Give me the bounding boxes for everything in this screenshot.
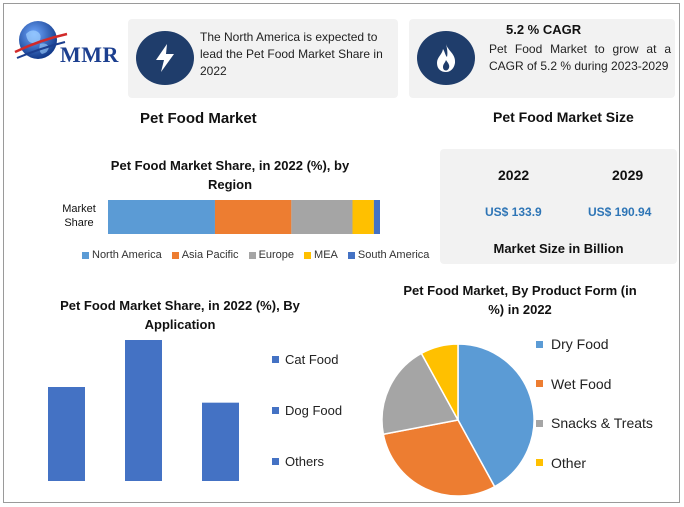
pie-slice-other bbox=[420, 343, 459, 421]
application-bar-cat-food bbox=[48, 387, 85, 481]
legend-swatch bbox=[272, 458, 279, 465]
size-value-2022: US$ 133.9 bbox=[485, 205, 542, 219]
application-legend-item-cat-food: Cat Food bbox=[272, 352, 338, 367]
legend-label: MEA bbox=[314, 249, 338, 261]
size-caption: Market Size in Billion bbox=[493, 241, 624, 256]
legend-label: Dog Food bbox=[285, 403, 343, 418]
region-legend-item-asia-pacific: Asia Pacific bbox=[171, 249, 239, 261]
legend-swatch bbox=[347, 251, 355, 259]
pie-legend-item-snacks-treats: Snacks & Treats bbox=[536, 415, 653, 431]
region-lead-text: The North America is expected to lead th… bbox=[200, 30, 383, 78]
cagr-text: Pet Food Market to grow at a CAGR of 5.2… bbox=[489, 42, 671, 73]
region-chart-category-label: Market Share bbox=[62, 203, 96, 229]
region-chart-legend: North America Asia Pacific Europe MEA South … bbox=[82, 249, 429, 261]
globe-icon bbox=[14, 21, 68, 59]
legend-label: Others bbox=[285, 454, 325, 469]
application-legend-item-others: Others bbox=[272, 454, 324, 469]
region-stacked-bar bbox=[108, 200, 380, 234]
region-bar-segment-europe bbox=[291, 200, 353, 234]
legend-swatch bbox=[536, 419, 543, 427]
size-value-2029: US$ 190.94 bbox=[588, 205, 652, 219]
mmr-logo: MMR bbox=[12, 14, 122, 74]
region-bar-segment-asia-pacific bbox=[214, 200, 292, 234]
application-legend-item-dog-food: Dog Food bbox=[272, 403, 342, 418]
legend-swatch bbox=[536, 459, 543, 466]
pie-slice-wet-food bbox=[382, 419, 496, 497]
market-size-panel: 2022 2029 US$ 133.9 US$ 190.94 Market Si… bbox=[440, 149, 677, 264]
pie-legend-item-other: Other bbox=[536, 455, 586, 471]
region-bar-segment-north-america bbox=[108, 200, 215, 234]
legend-swatch bbox=[82, 251, 89, 259]
region-lead-card: The North America is expected to lead th… bbox=[128, 19, 398, 98]
region-bar-segment-mea bbox=[352, 200, 374, 234]
pie-slice-dry-food bbox=[457, 343, 535, 488]
product-form-pie-chart bbox=[381, 343, 535, 497]
legend-label: South America bbox=[357, 249, 430, 261]
product-form-chart-title: Pet Food Market, By Product Form (in %) … bbox=[403, 283, 637, 317]
legend-swatch bbox=[304, 251, 312, 259]
legend-label: Other bbox=[551, 454, 587, 471]
legend-swatch bbox=[272, 356, 279, 363]
application-bar-chart bbox=[48, 340, 239, 481]
pie-legend-item-wet-food: Wet Food bbox=[536, 376, 611, 392]
region-bar-segment-south-america bbox=[373, 200, 380, 234]
legend-swatch bbox=[171, 251, 179, 259]
legend-swatch bbox=[536, 340, 543, 348]
flame-icon bbox=[417, 31, 475, 85]
size-year-2022: 2022 bbox=[498, 167, 530, 183]
legend-label: Asia Pacific bbox=[181, 249, 239, 261]
pie-legend-item-dry-food: Dry Food bbox=[536, 336, 609, 352]
region-legend-item-mea: MEA bbox=[304, 249, 338, 261]
pet-food-market-heading: Pet Food Market bbox=[140, 110, 257, 127]
pie-slice-snacks-treats bbox=[381, 352, 460, 436]
region-legend-item-europe: Europe bbox=[248, 249, 295, 261]
application-bar-others bbox=[202, 402, 239, 481]
lightning-icon bbox=[136, 31, 194, 85]
legend-label: North America bbox=[92, 249, 162, 261]
region-legend-item-south-america: South America bbox=[347, 249, 430, 261]
logo-text: MMR bbox=[60, 42, 119, 67]
legend-label: Cat Food bbox=[285, 352, 339, 367]
legend-swatch bbox=[272, 407, 279, 414]
application-bar-dog-food bbox=[125, 340, 162, 481]
cagr-title: 5.2 % CAGR bbox=[506, 22, 582, 37]
legend-swatch bbox=[536, 380, 543, 387]
market-size-heading: Pet Food Market Size bbox=[493, 109, 634, 125]
cagr-card: 5.2 % CAGR Pet Food Market to grow at a … bbox=[409, 19, 675, 98]
application-chart-title: Pet Food Market Share, in 2022 (%), By A… bbox=[60, 298, 300, 332]
size-year-2029: 2029 bbox=[612, 167, 644, 183]
legend-label: Snacks & Treats bbox=[551, 415, 653, 431]
legend-label: Europe bbox=[258, 249, 295, 261]
legend-label: Dry Food bbox=[551, 336, 609, 352]
region-legend-item-north-america: North America bbox=[82, 249, 162, 261]
legend-label: Wet Food bbox=[551, 375, 612, 392]
region-chart-title: Pet Food Market Share, in 2022 (%), by R… bbox=[110, 158, 350, 192]
legend-swatch bbox=[248, 251, 256, 259]
